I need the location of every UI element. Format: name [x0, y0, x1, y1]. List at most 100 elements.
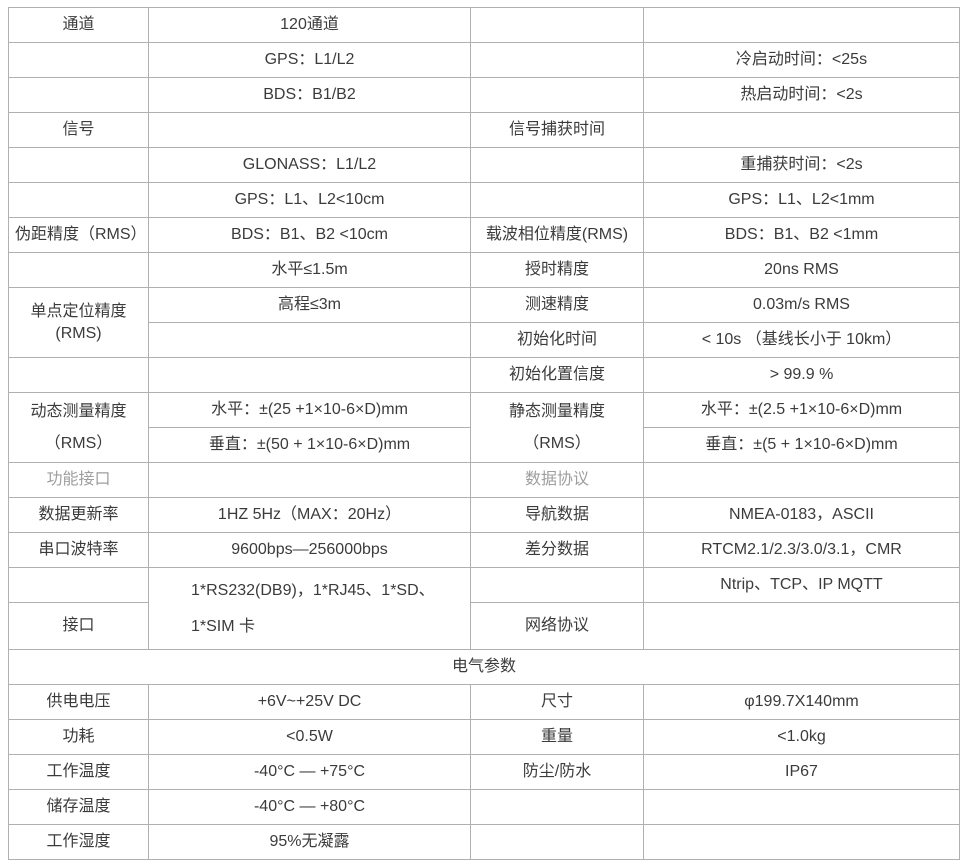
- spec-label: 数据更新率: [8, 497, 149, 533]
- spec-label: 信号: [8, 112, 149, 148]
- spec-value: 垂直：±(50 + 1×10-6×D)mm: [148, 427, 471, 463]
- spec-value: [643, 824, 960, 860]
- spec-value: -40°C — +80°C: [148, 789, 471, 825]
- spec-label: 单点定位精度 (RMS): [8, 287, 149, 358]
- spec-value: [148, 322, 471, 358]
- spec-value: -40°C — +75°C: [148, 754, 471, 790]
- spec-value: 120通道: [148, 7, 471, 43]
- spec-value: [643, 789, 960, 825]
- spec-value: <1.0kg: [643, 719, 960, 755]
- spec-label: 差分数据: [470, 532, 644, 568]
- table-row: GPS：L1、L2<10cm GPS：L1、L2<1mm: [8, 182, 960, 218]
- spec-value: 20ns RMS: [643, 252, 960, 288]
- spec-label: [470, 567, 644, 603]
- spec-value: > 99.9 %: [643, 357, 960, 393]
- spec-value: [643, 462, 960, 498]
- table-row: 电气参数: [8, 649, 960, 685]
- spec-label: 功能接口: [8, 462, 149, 498]
- spec-label: [8, 357, 149, 393]
- spec-label: [8, 252, 149, 288]
- spec-label: 储存温度: [8, 789, 149, 825]
- table-row: 储存温度 -40°C — +80°C: [8, 789, 960, 825]
- table-row: 供电电压 +6V~+25V DC 尺寸 φ199.7X140mm: [8, 684, 960, 720]
- spec-value: BDS：B1、B2 <10cm: [148, 217, 471, 253]
- spec-value: Ntrip、TCP、IP MQTT: [643, 567, 960, 603]
- table-row: 初始化置信度 > 99.9 %: [8, 357, 960, 393]
- spec-value: 1*RS232(DB9)，1*RJ45、1*SD、 1*SIM 卡: [148, 567, 471, 650]
- table-row: BDS：B1/B2 热启动时间：<2s: [8, 77, 960, 113]
- spec-label: 导航数据: [470, 497, 644, 533]
- spec-value: < 10s （基线长小于 10km）: [643, 322, 960, 358]
- spec-label: 工作温度: [8, 754, 149, 790]
- spec-value: RTCM2.1/2.3/3.0/3.1，CMR: [643, 532, 960, 568]
- spec-label: 初始化时间: [470, 322, 644, 358]
- table-row: 通道 120通道: [8, 7, 960, 43]
- spec-label: 数据协议: [470, 462, 644, 498]
- spec-label: [8, 147, 149, 183]
- spec-value: 1HZ 5Hz（MAX：20Hz）: [148, 497, 471, 533]
- spec-label: [470, 7, 644, 43]
- spec-value: [643, 7, 960, 43]
- spec-label: 重量: [470, 719, 644, 755]
- table-row: 单点定位精度 (RMS) 高程≤3m 测速精度 0.03m/s RMS: [8, 287, 960, 358]
- spec-label: [470, 182, 644, 218]
- table-row: 信号 信号捕获时间: [8, 112, 960, 148]
- table-row: 伪距精度（RMS） BDS：B1、B2 <10cm 载波相位精度(RMS) BD…: [8, 217, 960, 253]
- spec-label: 信号捕获时间: [470, 112, 644, 148]
- spec-label: 功耗: [8, 719, 149, 755]
- spec-label: [470, 42, 644, 78]
- spec-label: 工作湿度: [8, 824, 149, 860]
- spec-label: 供电电压: [8, 684, 149, 720]
- spec-value: 垂直：±(5 + 1×10-6×D)mm: [643, 427, 960, 463]
- spec-value: 水平≤1.5m: [148, 252, 471, 288]
- spec-value: φ199.7X140mm: [643, 684, 960, 720]
- spec-value: GLONASS：L1/L2: [148, 147, 471, 183]
- spec-value: BDS：B1/B2: [148, 77, 471, 113]
- spec-label: [470, 824, 644, 860]
- spec-label: 载波相位精度(RMS): [470, 217, 644, 253]
- spec-label: [470, 77, 644, 113]
- table-row: 工作温度 -40°C — +75°C 防尘/防水 IP67: [8, 754, 960, 790]
- spec-label: 静态测量精度 （RMS）: [470, 392, 644, 463]
- table-row: 工作湿度 95%无凝露: [8, 824, 960, 860]
- spec-value: IP67: [643, 754, 960, 790]
- table-row: 串口波特率 9600bps—256000bps 差分数据 RTCM2.1/2.3…: [8, 532, 960, 568]
- spec-label: [8, 77, 149, 113]
- spec-value: 高程≤3m: [148, 287, 471, 323]
- spec-value: +6V~+25V DC: [148, 684, 471, 720]
- table-row: GPS：L1/L2 冷启动时间：<25s: [8, 42, 960, 78]
- spec-label: 测速精度: [470, 287, 644, 323]
- spec-label: 动态测量精度 （RMS）: [8, 392, 149, 463]
- spec-label: 防尘/防水: [470, 754, 644, 790]
- spec-value: GPS：L1、L2<1mm: [643, 182, 960, 218]
- table-row: 1*RS232(DB9)，1*RJ45、1*SD、 1*SIM 卡 Ntrip、…: [8, 567, 960, 650]
- spec-value: 95%无凝露: [148, 824, 471, 860]
- spec-value: [148, 112, 471, 148]
- spec-label: 伪距精度（RMS）: [8, 217, 149, 253]
- table-row: 水平≤1.5m 授时精度 20ns RMS: [8, 252, 960, 288]
- spec-value: 热启动时间：<2s: [643, 77, 960, 113]
- spec-value: GPS：L1/L2: [148, 42, 471, 78]
- table-row: 初始化时间 < 10s （基线长小于 10km）: [9, 322, 960, 358]
- spec-label: [470, 147, 644, 183]
- section-title: 电气参数: [8, 649, 960, 685]
- spec-label: [8, 42, 149, 78]
- spec-value: 9600bps—256000bps: [148, 532, 471, 568]
- spec-value: [643, 112, 960, 148]
- spec-label: [8, 182, 149, 218]
- table-row: 动态测量精度 （RMS） 水平：±(25 +1×10-6×D)mm 静态测量精度…: [8, 392, 960, 463]
- spec-value: [148, 357, 471, 393]
- spec-value: NMEA-0183，ASCII: [643, 497, 960, 533]
- spec-value: [148, 462, 471, 498]
- table-row: 垂直：±(50 + 1×10-6×D)mm 垂直：±(5 + 1×10-6×D)…: [9, 427, 960, 463]
- table-row: 功耗 <0.5W 重量 <1.0kg: [8, 719, 960, 755]
- spec-value: BDS：B1、B2 <1mm: [643, 217, 960, 253]
- spec-label: 网络协议: [470, 602, 644, 650]
- spec-label: 初始化置信度: [470, 357, 644, 393]
- spec-label: 授时精度: [470, 252, 644, 288]
- spec-label: 通道: [8, 7, 149, 43]
- spec-value: 重捕获时间：<2s: [643, 147, 960, 183]
- spec-value: 冷启动时间：<25s: [643, 42, 960, 78]
- table-row: 功能接口 数据协议: [8, 462, 960, 498]
- spec-table: 通道 120通道 GPS：L1/L2 冷启动时间：<25s BDS：B1/B2 …: [8, 7, 960, 860]
